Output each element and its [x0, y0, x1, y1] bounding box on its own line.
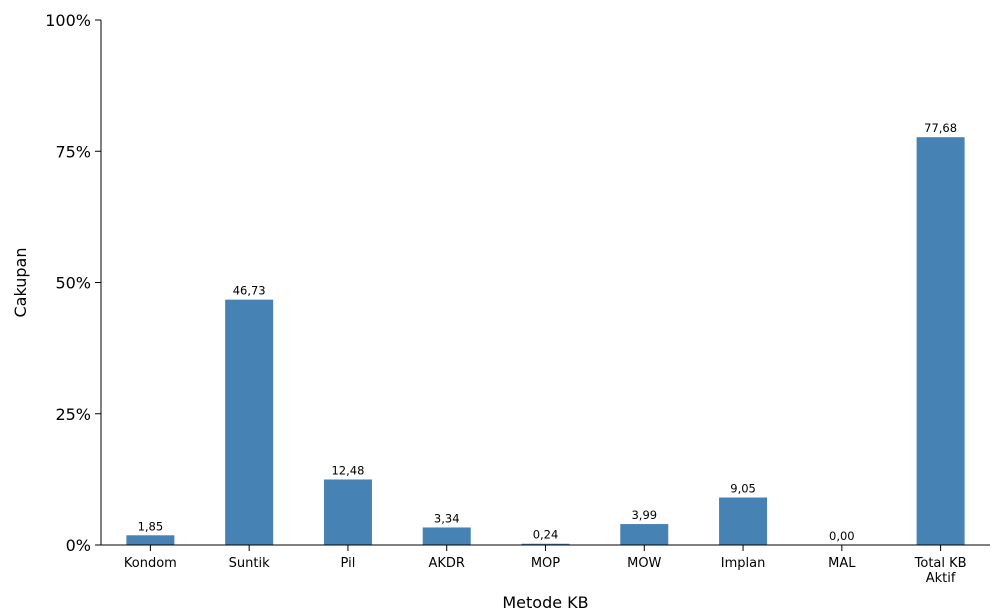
x-tick-label: Implan	[721, 556, 766, 571]
y-axis-ticks: 0% 25% 50% 75% 100%	[45, 11, 101, 555]
bar	[126, 535, 175, 545]
bar	[916, 137, 965, 545]
bar	[422, 527, 471, 545]
x-tick-label: Total KB Aktif	[914, 556, 967, 586]
data-label: 12,48	[331, 463, 364, 477]
x-tick-label: MAL	[828, 556, 856, 571]
data-label: 46,73	[233, 284, 266, 298]
data-label: 3,99	[631, 508, 657, 522]
data-label: 0,00	[829, 529, 855, 543]
data-label: 77,68	[924, 121, 957, 135]
bar	[323, 479, 372, 545]
x-tick-label: MOW	[627, 556, 661, 571]
data-label: 9,05	[730, 481, 756, 495]
x-axis-title: Metode KB	[502, 593, 588, 612]
x-tick-label: Kondom	[124, 556, 177, 571]
data-label: 1,85	[138, 519, 164, 533]
bars: 1,85 46,73 12,48 3,34 0,24 3,99 9,05 0,00 77,68	[126, 121, 965, 545]
y-tick-label: 50%	[55, 274, 91, 293]
bar	[225, 299, 274, 545]
x-tick-label: Suntik	[229, 556, 270, 571]
data-label: 3,34	[434, 511, 460, 525]
x-tick-label: MOP	[531, 556, 560, 571]
x-tick-label: Pil	[341, 556, 356, 571]
bar	[521, 543, 570, 545]
y-tick-label: 0%	[66, 536, 91, 555]
y-tick-label: 25%	[55, 405, 91, 424]
y-tick-label: 75%	[55, 142, 91, 161]
bar	[719, 497, 768, 545]
y-tick-label: 100%	[45, 11, 91, 30]
x-tick-label: AKDR	[428, 556, 464, 571]
data-label: 0,24	[533, 528, 559, 542]
x-axis-ticks: Kondom Suntik Pil AKDR MOP MOW Implan MAL Total …	[124, 545, 967, 586]
bar	[620, 524, 669, 545]
y-axis-title: Cakupan	[11, 248, 30, 318]
